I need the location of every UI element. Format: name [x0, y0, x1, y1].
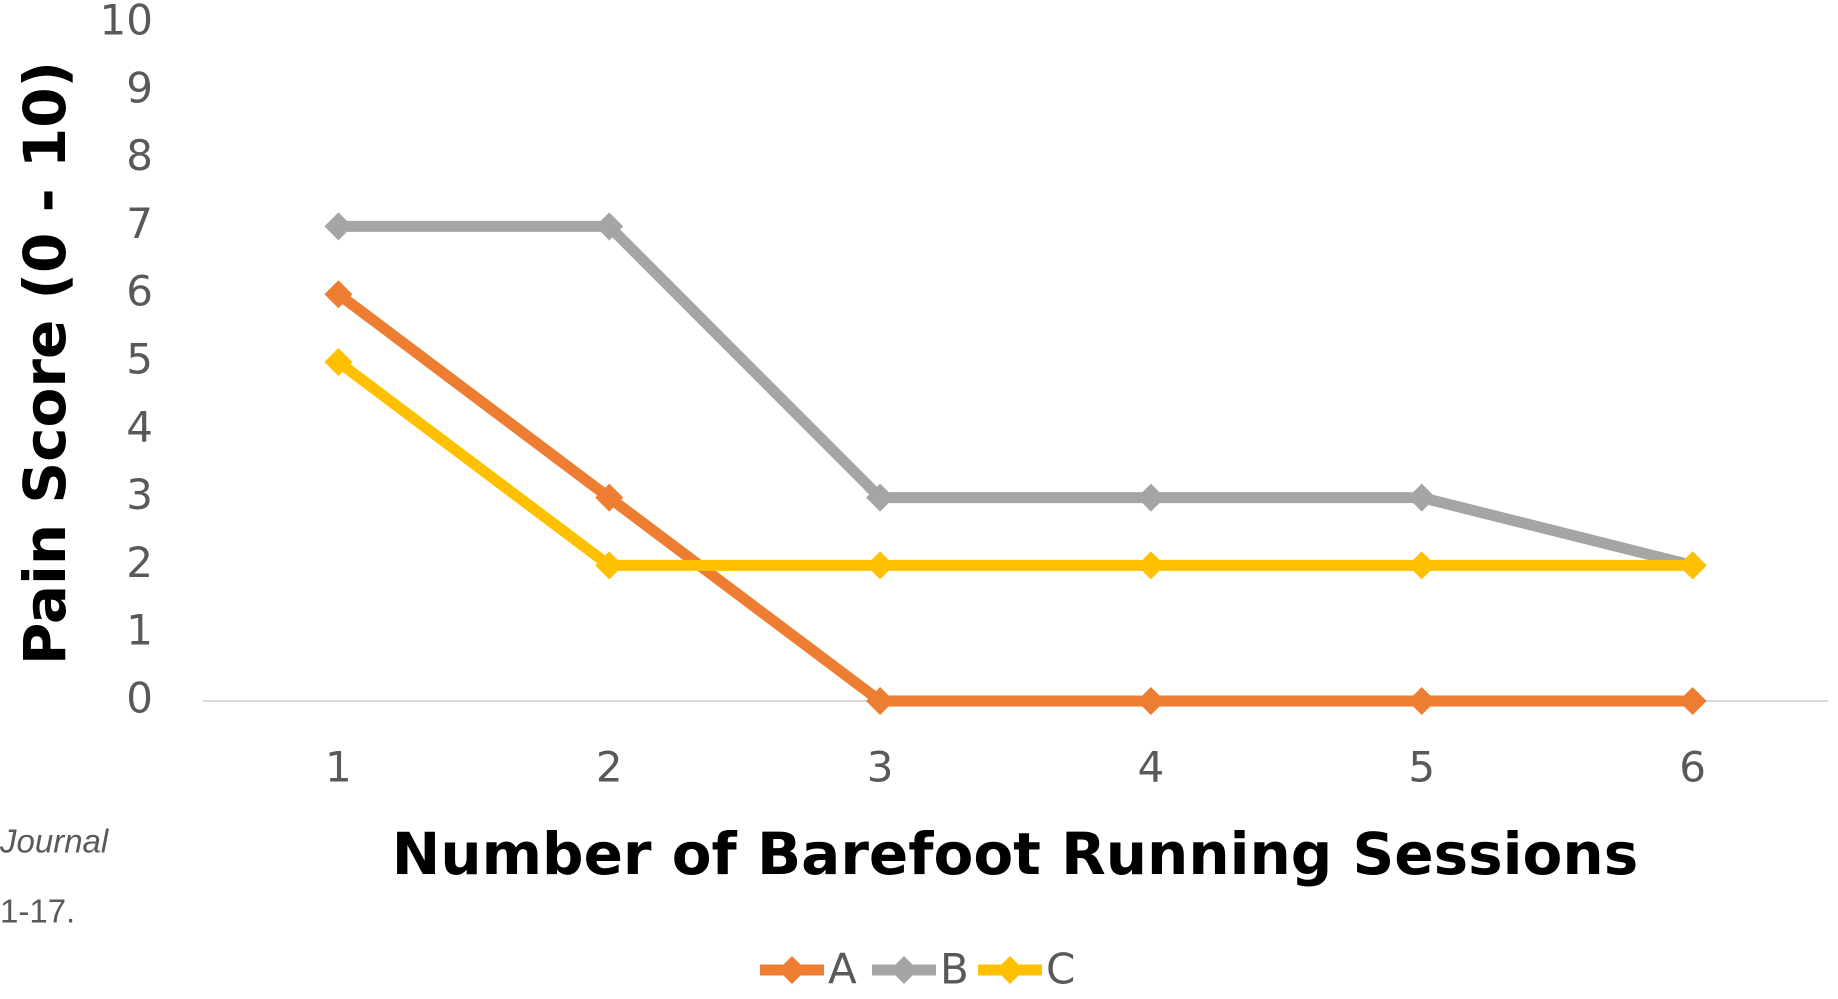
marker: [866, 551, 895, 580]
y-tick-label: 4: [126, 402, 153, 451]
marker: [866, 687, 895, 715]
annotation: Journal: [0, 823, 110, 860]
y-tick-label: 5: [126, 335, 153, 384]
marker: [1407, 483, 1436, 512]
marker: [1407, 551, 1436, 580]
legend-marker: [996, 956, 1024, 984]
x-tick-label: 4: [1138, 743, 1165, 792]
marker: [324, 348, 353, 376]
y-tick-label: 3: [126, 470, 153, 519]
y-tick-label: 1: [126, 606, 153, 655]
x-tick-label: 3: [867, 743, 894, 792]
series-line: [335, 357, 1693, 571]
legend-label: C: [1046, 945, 1075, 994]
y-tick-label: 2: [126, 538, 153, 587]
legend-label: B: [940, 945, 969, 994]
x-tick-label: 6: [1679, 743, 1706, 792]
x-axis-title: Number of Barefoot Running Sessions: [392, 820, 1638, 888]
x-tick-label: 1: [325, 743, 352, 792]
y-tick-label: 9: [126, 63, 153, 112]
y-tick-label: 7: [126, 199, 153, 248]
marker: [595, 483, 624, 512]
series-line: [335, 289, 1693, 707]
marker: [595, 212, 624, 241]
series-line: [338, 220, 1694, 571]
marker: [324, 280, 353, 309]
x-tick-label: 5: [1408, 743, 1435, 792]
legend-marker: [778, 956, 806, 984]
marker: [1678, 551, 1707, 580]
y-tick-label: 8: [126, 131, 153, 180]
y-tick-label: 0: [126, 674, 153, 723]
y-axis-title: Pain Score (0 - 10): [11, 61, 79, 665]
marker: [1136, 483, 1165, 512]
legend-label: A: [828, 945, 857, 994]
marker: [595, 551, 624, 580]
y-tick-label: 10: [100, 0, 153, 45]
legend-marker: [890, 956, 918, 984]
annotation: 1-17.: [0, 893, 75, 930]
x-tick-label: 2: [596, 743, 623, 792]
marker: [866, 483, 895, 512]
marker: [1407, 687, 1436, 715]
marker: [324, 212, 353, 241]
marker: [1678, 687, 1707, 715]
marker: [1136, 687, 1165, 715]
y-tick-label: 6: [126, 267, 153, 316]
marker: [1136, 551, 1165, 580]
